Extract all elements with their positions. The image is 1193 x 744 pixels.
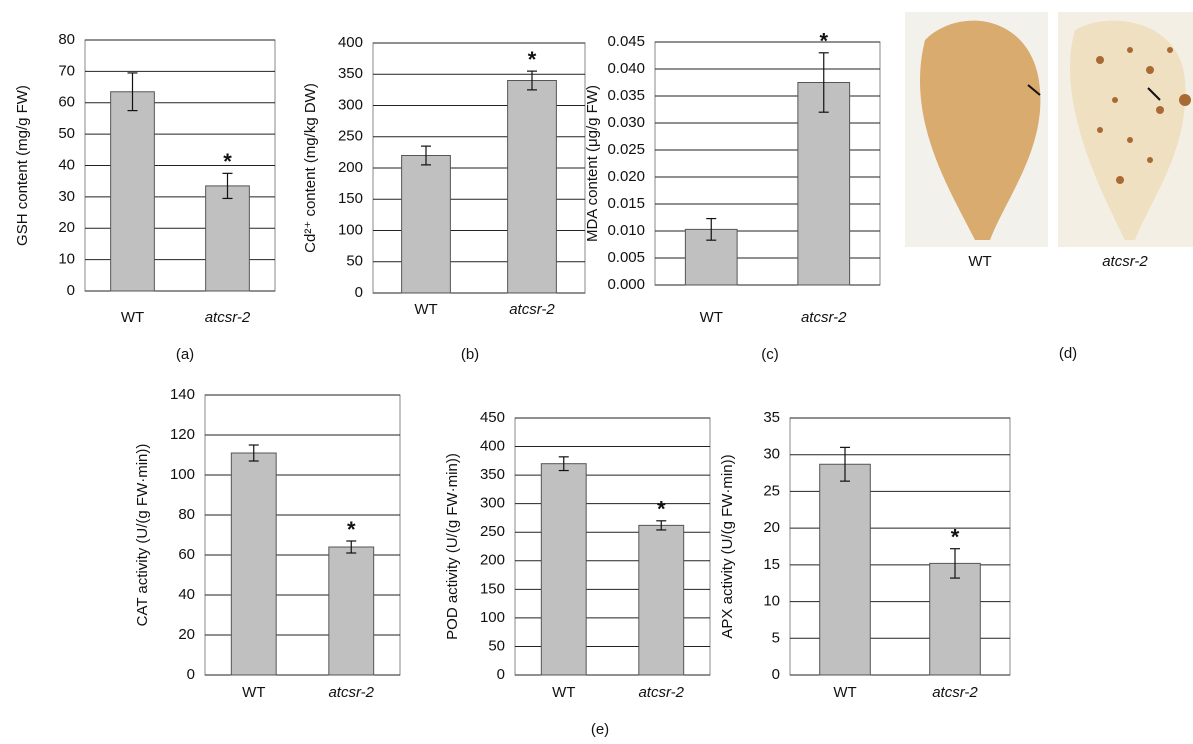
y-tick-label: 150	[480, 580, 505, 597]
y-tick-label: 100	[170, 466, 195, 483]
bar	[930, 563, 981, 675]
y-tick-label: 0.010	[607, 222, 645, 239]
y-axis-label: POD activity (U/(g FW·min))	[444, 453, 461, 640]
y-tick-label: 0.015	[607, 195, 645, 212]
bar	[206, 186, 250, 291]
y-tick-label: 400	[480, 438, 505, 455]
y-tick-label: 20	[178, 626, 195, 643]
y-tick-label: 80	[58, 31, 75, 48]
y-tick-label: 50	[488, 637, 505, 654]
y-tick-label: 100	[338, 221, 363, 238]
y-tick-label: 0	[187, 666, 195, 683]
panel-label: (a)	[176, 346, 194, 363]
significance-mark: *	[951, 525, 960, 550]
y-tick-label: 30	[58, 188, 75, 205]
panel-label: (e)	[591, 721, 609, 738]
x-tick-label: WT	[414, 301, 437, 318]
y-tick-label: 0.000	[607, 276, 645, 293]
panel-label: (b)	[461, 346, 479, 363]
y-tick-label: 200	[480, 552, 505, 569]
y-tick-label: 10	[58, 251, 75, 268]
y-tick-label: 50	[58, 125, 75, 142]
y-tick-label: 15	[763, 556, 780, 573]
image-label: WT	[968, 253, 991, 270]
y-tick-label: 60	[178, 546, 195, 563]
y-tick-label: 0.020	[607, 168, 645, 185]
x-tick-label: WT	[121, 309, 144, 326]
figure: WT atcsr-2 (d) (e) 01020304050607080GSH …	[0, 0, 1193, 744]
y-tick-label: 0.030	[607, 114, 645, 131]
bar	[639, 525, 684, 675]
significance-mark: *	[223, 149, 232, 174]
y-tick-label: 300	[338, 96, 363, 113]
y-tick-label: 120	[170, 426, 195, 443]
y-tick-label: 350	[480, 466, 505, 483]
y-tick-label: 250	[338, 128, 363, 145]
y-axis-label: Cd²⁺ content (mg/kg DW)	[302, 83, 319, 253]
y-axis-label: APX activity (U/(g FW·min))	[719, 454, 736, 638]
y-tick-label: 0.005	[607, 249, 645, 266]
panel-label: (c)	[761, 346, 779, 363]
y-tick-label: 0.040	[607, 60, 645, 77]
y-tick-label: 40	[178, 586, 195, 603]
y-tick-label: 10	[763, 593, 780, 610]
x-tick-label: WT	[833, 684, 856, 701]
y-tick-label: 0	[772, 666, 780, 683]
y-tick-label: 0	[67, 282, 75, 299]
x-tick-label: WT	[700, 309, 723, 326]
y-tick-label: 140	[170, 386, 195, 403]
y-tick-label: 0.035	[607, 87, 645, 104]
y-tick-label: 30	[763, 446, 780, 463]
bar	[329, 547, 374, 675]
y-tick-label: 450	[480, 409, 505, 426]
significance-mark: *	[819, 29, 828, 54]
significance-mark: *	[657, 497, 666, 522]
panel-label: (d)	[1059, 345, 1077, 362]
y-tick-label: 350	[338, 65, 363, 82]
y-tick-label: 250	[480, 523, 505, 540]
y-tick-label: 40	[58, 156, 75, 173]
x-tick-label: atcsr-2	[509, 301, 555, 318]
y-tick-label: 50	[346, 253, 363, 270]
y-tick-label: 80	[178, 506, 195, 523]
bar	[508, 81, 557, 294]
y-tick-label: 400	[338, 34, 363, 51]
x-tick-label: atcsr-2	[801, 309, 847, 326]
y-tick-label: 70	[58, 62, 75, 79]
y-tick-label: 35	[763, 409, 780, 426]
bar	[541, 464, 586, 675]
x-tick-label: WT	[552, 684, 575, 701]
y-tick-label: 20	[58, 219, 75, 236]
y-tick-label: 200	[338, 159, 363, 176]
y-tick-label: 0.025	[607, 141, 645, 158]
x-tick-label: atcsr-2	[205, 309, 251, 326]
y-tick-label: 25	[763, 482, 780, 499]
bar	[820, 464, 871, 675]
x-tick-label: WT	[242, 684, 265, 701]
y-tick-label: 150	[338, 190, 363, 207]
significance-mark: *	[528, 47, 537, 72]
x-tick-label: atcsr-2	[932, 684, 978, 701]
y-axis-label: MDA content (μg/g FW)	[584, 85, 601, 242]
y-tick-label: 60	[58, 94, 75, 111]
y-tick-label: 20	[763, 519, 780, 536]
image-label: atcsr-2	[1102, 253, 1148, 270]
y-tick-label: 0	[355, 284, 363, 301]
y-tick-label: 0	[497, 666, 505, 683]
bar	[111, 92, 155, 291]
y-axis-label: CAT activity (U/(g FW·min))	[134, 444, 151, 627]
y-axis-label: GSH content (mg/g FW)	[14, 85, 31, 246]
x-tick-label: atcsr-2	[638, 684, 684, 701]
y-tick-label: 0.045	[607, 33, 645, 50]
y-tick-label: 300	[480, 495, 505, 512]
y-tick-label: 5	[772, 629, 780, 646]
bar	[402, 156, 451, 294]
x-tick-label: atcsr-2	[328, 684, 374, 701]
significance-mark: *	[347, 517, 356, 542]
bar	[798, 83, 850, 286]
bar	[231, 453, 276, 675]
leaf-images: WT atcsr-2 (d)	[905, 12, 1193, 362]
y-tick-label: 100	[480, 609, 505, 626]
